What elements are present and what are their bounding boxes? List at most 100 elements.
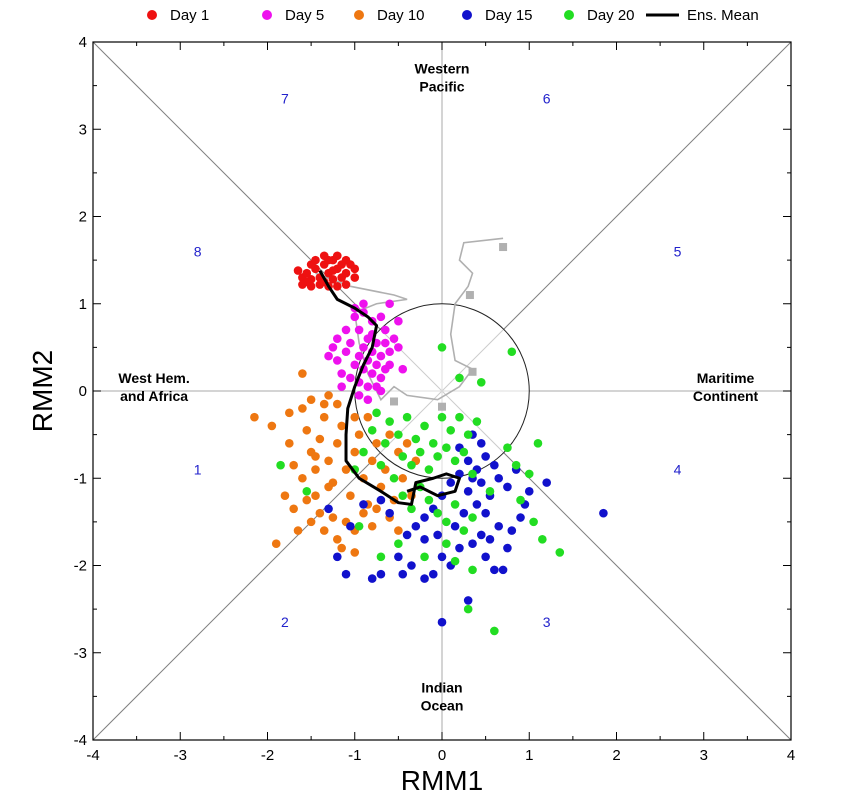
day-1-point (341, 268, 351, 278)
day-5-point (359, 343, 368, 352)
day-5-point (398, 364, 408, 374)
day-20-point (516, 495, 525, 505)
day-15-point (433, 530, 442, 540)
day-20-point (490, 626, 499, 636)
day-1-point (293, 266, 303, 275)
day-20-point (533, 439, 543, 448)
day-20-point (367, 425, 377, 435)
day-1-point (350, 264, 360, 274)
observed-track-marker (465, 291, 474, 300)
day-20-point (380, 439, 390, 448)
day-10-point (302, 425, 312, 435)
day-20-point (376, 552, 386, 562)
day-20-point (485, 487, 495, 496)
y-tick-label: -4 (74, 732, 87, 749)
x-axis-title: RMM1 (401, 765, 483, 796)
phase-label: 2 (281, 614, 289, 630)
day-5-point (354, 325, 364, 335)
day-20-point (472, 417, 482, 426)
legend-swatch-day-1 (147, 10, 157, 20)
day-1-point (311, 255, 320, 265)
day-15-point (494, 473, 504, 483)
day-10-point (319, 412, 329, 422)
day-20-point (468, 513, 477, 522)
day-20-point (415, 447, 425, 457)
day-10-point (250, 412, 259, 422)
day-10-point (306, 517, 316, 527)
day-5-point (380, 325, 390, 335)
y-tick-label: -1 (74, 470, 87, 487)
day-20-point (459, 447, 469, 457)
legend-label-day-10: Day 10 (377, 7, 425, 24)
day-15-point (450, 521, 460, 531)
ensemble-mean-line (318, 269, 461, 506)
x-tick-label: 0 (438, 747, 446, 764)
day-15-point (333, 552, 342, 562)
day-15-point (324, 504, 333, 514)
x-tick-label: -2 (261, 747, 274, 764)
day-5-point (385, 360, 394, 370)
day-15-point (341, 569, 351, 579)
day-15-point (420, 574, 429, 583)
day-10-point (280, 491, 290, 501)
phase-label: 4 (674, 462, 682, 478)
day-10-point (402, 439, 412, 448)
day-15-point (503, 543, 512, 553)
day-5-point (376, 373, 386, 383)
day-15-point (385, 508, 394, 518)
day-20-point (372, 408, 381, 418)
day-15-point (599, 508, 608, 518)
day-20-point (450, 556, 460, 566)
day-15-point (485, 535, 495, 544)
day-10-point (333, 535, 342, 544)
day-20-point (398, 491, 408, 501)
legend-label-day-20: Day 20 (587, 7, 635, 24)
day-10-point (298, 369, 307, 378)
day-20-point (385, 417, 394, 426)
day-5-point (385, 347, 394, 357)
day-15-point (398, 569, 408, 579)
day-5-point (385, 299, 394, 309)
day-10-point (271, 539, 281, 548)
day-10-point (298, 404, 307, 413)
day-10-point (398, 473, 408, 483)
observed-track-marker (499, 243, 508, 252)
day-10-point (293, 526, 303, 535)
day-20-point (402, 412, 412, 422)
day-15-point (463, 456, 473, 466)
day-10-point (359, 508, 368, 518)
region-label-indian-ocean: Ocean (421, 698, 464, 714)
day-15-point (420, 513, 429, 522)
legend-label-day-5: Day 5 (285, 7, 324, 24)
day-15-point (481, 508, 490, 518)
day-20-point (555, 548, 565, 557)
day-15-point (516, 513, 525, 522)
day-20-point (459, 526, 469, 535)
day-15-point (507, 526, 517, 535)
region-label-west-hem-africa: and Africa (120, 388, 188, 404)
day-15-point (476, 530, 486, 540)
day-20-point (529, 517, 538, 527)
day-5-point (354, 391, 364, 400)
day-15-point (468, 539, 477, 548)
y-tick-label: 3 (79, 121, 87, 138)
day-15-point (437, 617, 447, 627)
day-15-point (376, 569, 386, 579)
day-20-point (424, 495, 434, 505)
y-tick-label: -3 (74, 645, 87, 662)
day-20-point (420, 421, 429, 431)
day-1-point (302, 268, 312, 278)
legend-swatch-day-20 (564, 10, 574, 20)
x-tick-label: 2 (612, 747, 620, 764)
day-15-point (472, 500, 482, 509)
day-1-point (328, 266, 338, 275)
phase-label: 5 (674, 243, 682, 259)
day-20-point (437, 343, 447, 352)
day-1-point (298, 280, 307, 289)
day-15-point (463, 487, 473, 496)
day-20-point (507, 347, 517, 357)
day-5-point (324, 351, 333, 361)
day-20-point (468, 469, 477, 479)
day-20-point (420, 552, 429, 562)
day-15-point (476, 478, 486, 487)
